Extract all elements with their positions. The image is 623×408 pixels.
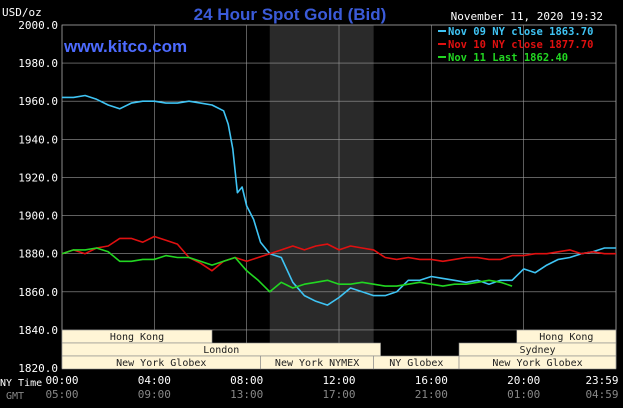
x-tick-label-gmt: 04:59	[585, 388, 618, 401]
series-line	[61, 235, 616, 272]
y-tick-label: 1960.0	[18, 95, 58, 108]
market-session-label: New York Globex	[492, 358, 582, 369]
y-tick-label: 1900.0	[18, 210, 58, 223]
market-session-label: NY Globex	[389, 358, 443, 369]
market-session-label: New York Globex	[116, 358, 206, 369]
series-line	[61, 247, 513, 293]
market-session-bar	[458, 355, 617, 370]
y-tick-label: 1980.0	[18, 57, 58, 70]
gmt-row-label: GMT	[6, 391, 24, 402]
market-sessions-layer: Hong Kong Hong Kong London Sydney New York G…	[61, 329, 617, 370]
highlight-band-layer	[269, 25, 374, 368]
market-session-label: Sydney	[519, 345, 555, 356]
x-tick-label-ny: 20:00	[507, 374, 540, 387]
y-tick-labels: 2000.0 1980.0 1960.0 1940.0 1920.0 1900.0 1880…	[18, 19, 58, 375]
y-axis-units: USD/oz	[2, 6, 42, 19]
y-tick-label: 1860.0	[18, 286, 58, 299]
x-tick-label-gmt: 17:00	[322, 388, 355, 401]
market-session-label: New York NYMEX	[275, 358, 359, 369]
x-tick-label-gmt: 21:00	[415, 388, 448, 401]
timestamp: November 11, 2020 19:32	[451, 10, 603, 23]
y-tick-label: 2000.0	[18, 19, 58, 32]
y-tick-label: 1820.0	[18, 362, 58, 375]
y-tick-label: 1940.0	[18, 133, 58, 146]
market-session-label: Hong Kong	[110, 332, 164, 343]
x-tick-label-gmt: 13:00	[230, 388, 263, 401]
market-session-label: London	[203, 345, 239, 356]
series-line	[62, 94, 616, 306]
x-tick-label-ny: 00:00	[45, 374, 78, 387]
market-session-label: Hong Kong	[539, 332, 593, 343]
legend-entry: Nov 09 NY close 1863.70	[448, 26, 593, 38]
x-tick-label-gmt: 05:00	[45, 388, 78, 401]
x-tick-label-ny: 23:59	[585, 374, 618, 387]
y-tick-label: 1880.0	[18, 248, 58, 261]
x-tick-label-ny: 16:00	[415, 374, 448, 387]
x-tick-label-gmt: 09:00	[138, 388, 171, 401]
ny-time-row-label: NY Time	[0, 378, 42, 389]
highlight-band	[269, 25, 374, 368]
y-tick-label: 1840.0	[18, 324, 58, 337]
series-layer	[61, 94, 616, 306]
legend-entry: Nov 11 Last 1862.40	[448, 52, 568, 64]
website-label[interactable]: www.kitco.com	[63, 37, 187, 56]
x-tick-label-ny: 12:00	[322, 374, 355, 387]
legend-entry: Nov 10 NY close 1877.70	[448, 39, 593, 51]
x-tick-label-gmt: 01:00	[507, 388, 540, 401]
y-tick-label: 1920.0	[18, 171, 58, 184]
x-tick-label-ny: 04:00	[138, 374, 171, 387]
chart-title: 24 Hour Spot Gold (Bid)	[194, 5, 387, 24]
x-tick-label-ny: 08:00	[230, 374, 263, 387]
